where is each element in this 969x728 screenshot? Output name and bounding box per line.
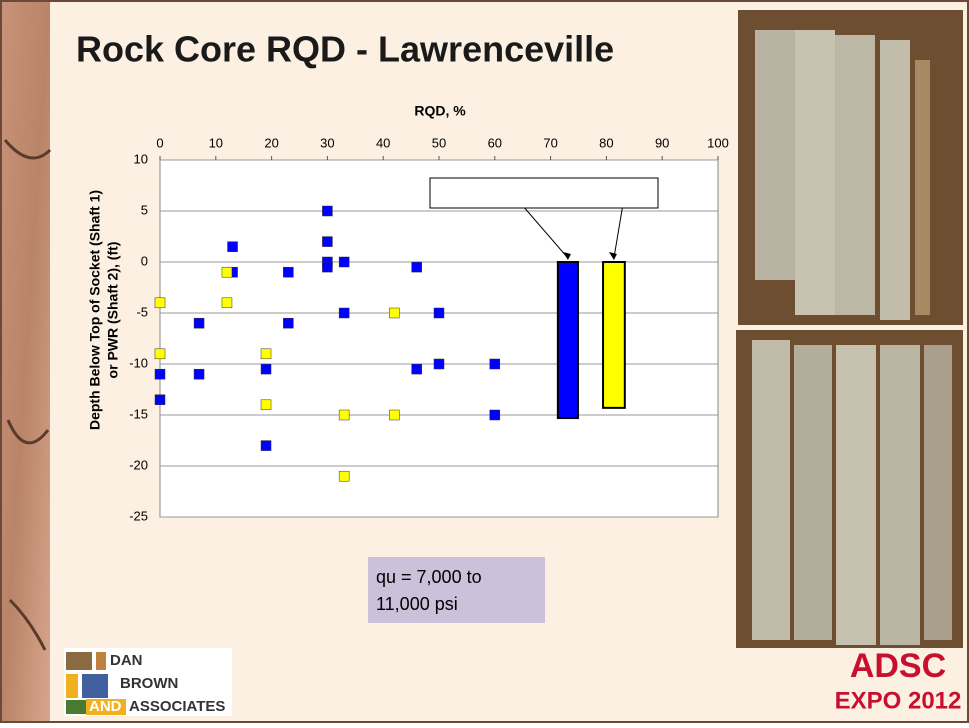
x-axis-label: RQD, %: [414, 103, 466, 119]
y-tick-label: -25: [129, 508, 148, 523]
point: [322, 206, 332, 216]
logo-text: DAN: [110, 652, 143, 669]
point: [490, 359, 500, 369]
point: [322, 237, 332, 247]
x-tick-label: 50: [432, 135, 446, 150]
point: [283, 318, 293, 328]
logo-text: ASSOCIATES: [129, 698, 225, 715]
point: [222, 267, 232, 277]
point: [155, 298, 165, 308]
point: [228, 242, 238, 252]
point: [339, 410, 349, 420]
y-tick-label: 5: [141, 202, 148, 217]
x-tick-label: 0: [156, 135, 163, 150]
point: [412, 364, 422, 374]
point: [339, 308, 349, 318]
x-tick-label: 20: [264, 135, 278, 150]
point: [155, 395, 165, 405]
x-tick-label: 70: [543, 135, 557, 150]
x-tick-label: 40: [376, 135, 390, 150]
slide-title: Rock Core RQD - Lawrenceville: [76, 29, 614, 70]
point: [261, 400, 271, 410]
point: [322, 262, 332, 272]
point: [434, 359, 444, 369]
adsc-logo: ADSC EXPO 2012: [835, 647, 962, 714]
logo-text: EXPO 2012: [835, 687, 962, 714]
point: [339, 257, 349, 267]
x-tick-label: 90: [655, 135, 669, 150]
range-bar: [603, 262, 625, 408]
x-tick-label: 80: [599, 135, 613, 150]
y-tick-label: -20: [129, 457, 148, 472]
point: [155, 369, 165, 379]
point: [389, 308, 399, 318]
point: [261, 364, 271, 374]
point: [222, 298, 232, 308]
core-photo: [738, 10, 963, 325]
point: [412, 262, 422, 272]
y-tick-label: 10: [134, 151, 148, 166]
point: [194, 369, 204, 379]
rock-strip: [2, 2, 50, 721]
point: [339, 471, 349, 481]
dba-logo: DAN BROWN AND ASSOCIATES: [64, 648, 232, 716]
point: [389, 410, 399, 420]
annotation: qu = 7,000 to: [376, 567, 482, 587]
core-photo: [736, 330, 963, 648]
annotation: 11,000 psi: [376, 594, 458, 614]
x-tick-label: 30: [320, 135, 334, 150]
plot-area: [160, 160, 718, 517]
logo-text: AND: [89, 698, 122, 715]
legend: [430, 178, 658, 208]
x-tick-label: 100: [707, 135, 729, 150]
range-bar: [558, 262, 578, 418]
point: [490, 410, 500, 420]
y-tick-label: -15: [129, 406, 148, 421]
y-tick-label: 0: [141, 253, 148, 268]
point: [283, 267, 293, 277]
y-tick-label: -10: [129, 355, 148, 370]
slide: Rock Core RQD - Lawrenceville RQD, % Dep…: [0, 0, 969, 723]
x-tick-label: 10: [209, 135, 223, 150]
point: [434, 308, 444, 318]
point: [261, 349, 271, 359]
point: [261, 441, 271, 451]
logo-text: BROWN: [120, 675, 178, 692]
y-axis-label: Depth Below Top of Socket (Shaft 1): [87, 190, 103, 430]
x-tick-label: 60: [488, 135, 502, 150]
point: [155, 349, 165, 359]
logo-text: ADSC: [850, 647, 946, 685]
y-axis-label: or PWR (Shaft 2), (ft): [105, 242, 121, 379]
point: [194, 318, 204, 328]
y-tick-label: -5: [136, 304, 148, 319]
